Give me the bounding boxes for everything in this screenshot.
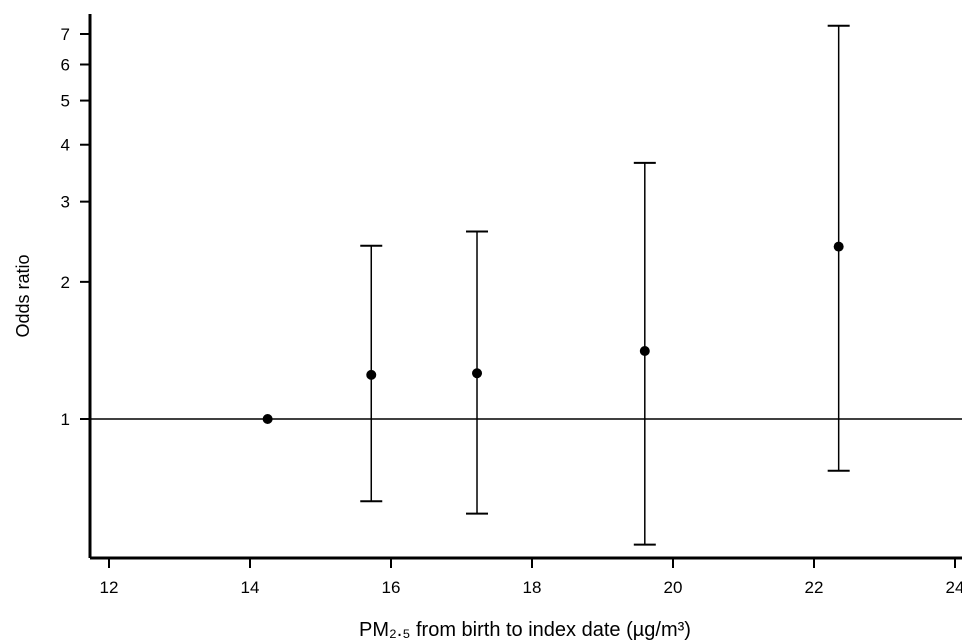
data-point: [639, 346, 650, 357]
x-tick-label: 18: [523, 578, 542, 597]
y-tick-label: 4: [61, 136, 70, 155]
x-tick-label: 22: [805, 578, 824, 597]
x-tick-label: 14: [241, 578, 260, 597]
y-tick-label: 5: [61, 92, 70, 111]
y-tick-label: 6: [61, 55, 70, 74]
data-point: [262, 414, 273, 424]
y-tick-label: 7: [61, 25, 70, 44]
y-axis-title: Odds ratio: [13, 254, 33, 337]
data-point: [366, 369, 377, 380]
y-tick-label: 3: [61, 193, 70, 212]
data-point: [833, 241, 844, 252]
x-tick-label: 20: [664, 578, 683, 597]
x-tick-label: 24: [946, 578, 962, 597]
data-point: [472, 368, 483, 379]
y-tick-label: 2: [61, 273, 70, 292]
y-tick-label: 1: [61, 410, 70, 429]
x-tick-label: 16: [382, 578, 401, 597]
x-axis-title: PM₂.₅ from birth to index date (µg/m³): [359, 619, 691, 641]
x-tick-label: 12: [100, 578, 119, 597]
